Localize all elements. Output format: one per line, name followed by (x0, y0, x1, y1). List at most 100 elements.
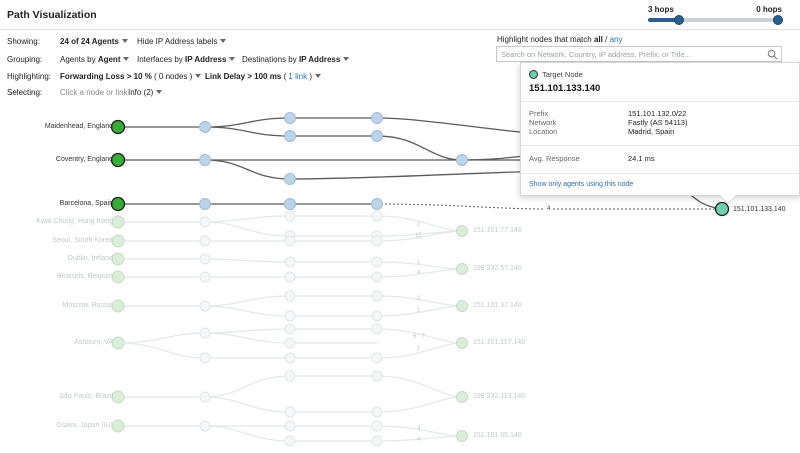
hop-node[interactable] (284, 323, 296, 335)
node-search-input[interactable] (497, 47, 761, 61)
hop-node[interactable] (284, 271, 296, 283)
destination-node[interactable] (456, 430, 468, 442)
target-node[interactable] (714, 201, 730, 217)
active-agent-nodes (110, 119, 126, 212)
hop-node[interactable] (371, 256, 383, 268)
hop-node[interactable] (371, 271, 383, 283)
target-node-label: 151.101.133.140 (733, 206, 786, 213)
agent-node-coventry[interactable] (110, 152, 126, 168)
hop-node[interactable] (371, 420, 383, 432)
agent-node[interactable] (111, 270, 125, 284)
hop-node[interactable] (284, 112, 296, 124)
hop-node[interactable] (199, 420, 211, 432)
hop-node[interactable] (284, 352, 296, 364)
agent-label: Brussels, Belgium (56, 273, 113, 280)
destination-label: 199.232.57.140 (473, 265, 522, 272)
hop-node[interactable] (371, 210, 383, 222)
agent-node[interactable] (111, 390, 125, 404)
agent-label: Coventry, England (55, 156, 113, 163)
hops-slider[interactable]: 3 hops 0 hops (648, 5, 783, 25)
forwarding-loss-dropdown[interactable]: Forwarding Loss > 10 % ( 0 nodes ) (60, 72, 202, 81)
hop-node[interactable] (371, 310, 383, 322)
hop-node[interactable] (199, 154, 211, 166)
hop-node[interactable] (284, 235, 296, 247)
agent-node-barcelona[interactable] (110, 196, 126, 212)
match-all-option[interactable]: all (593, 35, 603, 44)
hop-node[interactable] (371, 290, 383, 302)
hops-slider-track[interactable] (648, 18, 778, 22)
interfaces-grouping-dropdown[interactable]: Interfaces by IP Address (137, 55, 236, 64)
hop-node[interactable] (456, 154, 468, 166)
hop-node[interactable] (199, 352, 211, 364)
agent-node[interactable] (111, 299, 125, 313)
hop-node[interactable] (371, 235, 383, 247)
destination-node[interactable] (456, 337, 468, 349)
highlighting-label: Highlighting: (7, 72, 52, 81)
hop-node[interactable] (199, 198, 211, 210)
link-delay-dropdown[interactable]: Link Delay > 100 ms ( 1 link ) (205, 72, 321, 81)
hop-node[interactable] (371, 352, 383, 364)
high-delay-link[interactable] (376, 203, 546, 210)
agent-node-maidenhead[interactable] (110, 119, 126, 135)
agent-node[interactable] (111, 234, 125, 248)
hop-node[interactable] (199, 391, 211, 403)
chevron-down-icon (343, 57, 350, 61)
destination-node[interactable] (456, 300, 468, 312)
destination-node[interactable] (456, 263, 468, 275)
show-agents-using-node-link[interactable]: Show only agents using this node (529, 181, 634, 188)
chevron-down-icon (229, 57, 236, 61)
hop-node[interactable] (284, 210, 296, 222)
hop-node[interactable] (199, 235, 211, 247)
destination-node[interactable] (456, 391, 468, 403)
hop-node[interactable] (199, 327, 211, 339)
hop-node[interactable] (371, 112, 383, 124)
showing-label: Showing: (7, 37, 40, 46)
hop-node[interactable] (199, 121, 211, 133)
hop-node[interactable] (284, 290, 296, 302)
agent-label: Seoul, South Korea (52, 237, 113, 244)
hop-node[interactable] (284, 256, 296, 268)
hop-node[interactable] (284, 310, 296, 322)
hop-node[interactable] (199, 216, 211, 228)
hop-node[interactable] (199, 253, 211, 265)
agents-grouping-dropdown[interactable]: Agents by Agent (60, 55, 130, 64)
hops-slider-thumb-right[interactable] (773, 15, 783, 25)
prefix-label: Prefix (529, 109, 549, 118)
destination-label: 199.232.113.140 (473, 393, 526, 400)
match-any-option[interactable]: any (609, 35, 623, 44)
hop-node[interactable] (371, 130, 383, 142)
agent-node[interactable] (111, 419, 125, 433)
link-delay-count-link[interactable]: 1 link (288, 72, 308, 81)
agent-node[interactable] (111, 336, 125, 350)
hop-node[interactable] (371, 406, 383, 418)
location-label: Location (529, 127, 558, 136)
agent-label: São Paulo, Brazil (59, 393, 113, 400)
edge-label: 2 (417, 222, 421, 228)
agent-node[interactable] (111, 252, 125, 266)
hop-node[interactable] (371, 323, 383, 335)
agent-node[interactable] (111, 215, 125, 229)
search-icon[interactable] (767, 49, 778, 60)
hop-node[interactable] (284, 435, 296, 447)
destination-node[interactable] (456, 225, 468, 237)
hop-node[interactable] (284, 198, 296, 210)
ip-labels-dropdown[interactable]: Hide IP Address labels (137, 37, 227, 46)
hop-node[interactable] (284, 173, 296, 185)
info-dropdown[interactable]: Info (2) (128, 88, 163, 97)
hop-node[interactable] (284, 370, 296, 382)
hops-slider-thumb-left[interactable] (674, 15, 684, 25)
hop-node[interactable] (199, 300, 211, 312)
destinations-grouping-dropdown[interactable]: Destinations by IP Address (242, 55, 350, 64)
selecting-hint: Click a node or link (60, 88, 128, 97)
hop-node[interactable] (371, 198, 383, 210)
highlighting-row: Highlighting: Forwarding Loss > 10 % ( 0… (0, 68, 800, 86)
hop-node[interactable] (284, 130, 296, 142)
hop-node[interactable] (284, 337, 296, 349)
chevron-down-icon (315, 74, 321, 78)
hop-node[interactable] (371, 370, 383, 382)
hop-node[interactable] (371, 435, 383, 447)
hop-node[interactable] (284, 420, 296, 432)
agents-filter-dropdown[interactable]: 24 of 24 Agents (60, 37, 128, 46)
hop-node[interactable] (199, 271, 211, 283)
hop-node[interactable] (284, 406, 296, 418)
